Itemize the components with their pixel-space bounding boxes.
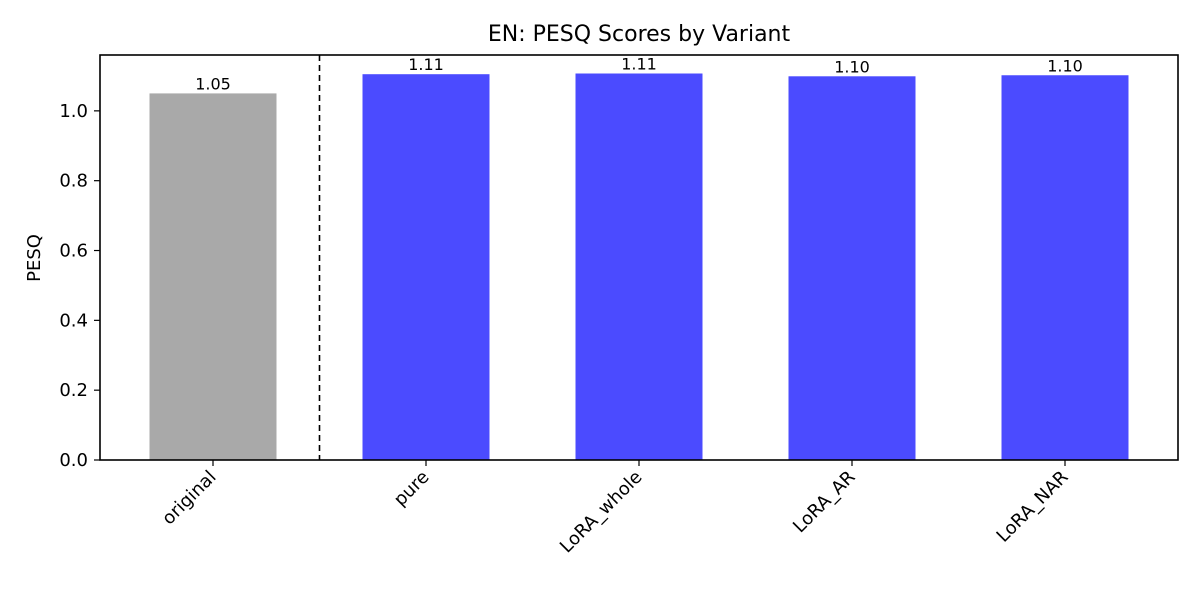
y-ticks-group: 0.0 0.2 0.4 0.6 0.8 1.0 <box>59 101 100 471</box>
y-tick-label: 0.8 <box>59 171 88 192</box>
value-labels-group: 1.05 1.11 1.11 1.10 1.10 <box>195 55 1083 94</box>
value-label-pure: 1.11 <box>408 55 444 74</box>
x-tick-label-LoRA_AR: LoRA_AR <box>789 467 859 537</box>
bars-group <box>149 73 1129 461</box>
x-ticks-group: original pure LoRA_whole LoRA_AR LoRA_NAR <box>158 460 1073 558</box>
x-tick-label-original: original <box>158 467 220 529</box>
value-label-original: 1.05 <box>195 74 231 93</box>
x-tick-label-pure: pure <box>390 467 434 511</box>
y-tick-label: 0.2 <box>59 380 88 401</box>
bar-original <box>149 93 277 460</box>
x-tick-label-LoRA_whole: LoRA_whole <box>556 467 647 558</box>
y-tick-label: 0.4 <box>59 310 88 331</box>
y-axis-label: PESQ <box>24 234 45 282</box>
value-label-LoRA_NAR: 1.10 <box>1047 56 1083 75</box>
bar-LoRA_whole <box>575 73 703 461</box>
y-tick-label: 0.0 <box>59 450 88 471</box>
chart-title: EN: PESQ Scores by Variant <box>488 22 791 47</box>
bar-LoRA_NAR <box>1001 75 1129 460</box>
value-label-LoRA_AR: 1.10 <box>834 57 870 76</box>
y-tick-label: 0.6 <box>59 241 88 262</box>
bar-LoRA_AR <box>788 76 916 460</box>
y-tick-label: 1.0 <box>59 101 88 122</box>
x-tick-label-LoRA_NAR: LoRA_NAR <box>993 467 1073 547</box>
bar-pure <box>362 74 490 461</box>
value-label-LoRA_whole: 1.11 <box>621 55 657 74</box>
